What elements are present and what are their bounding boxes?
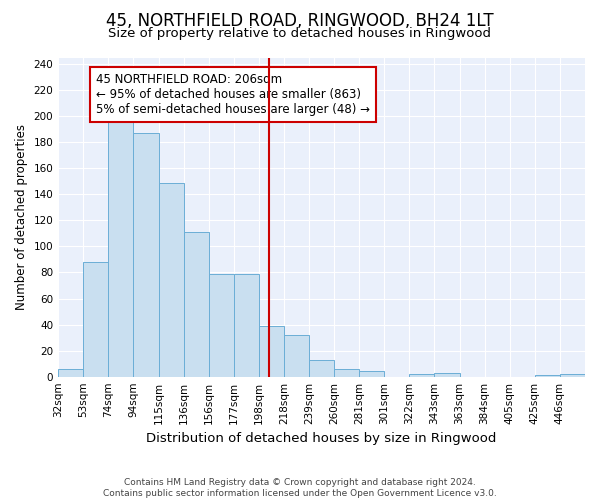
Bar	[109, 122, 133, 376]
Text: Size of property relative to detached houses in Ringwood: Size of property relative to detached ho…	[109, 28, 491, 40]
Bar	[309, 360, 334, 376]
Y-axis label: Number of detached properties: Number of detached properties	[15, 124, 28, 310]
Bar	[259, 326, 284, 376]
Bar	[434, 373, 460, 376]
Bar	[560, 374, 585, 376]
Bar	[83, 262, 109, 376]
Text: Contains HM Land Registry data © Crown copyright and database right 2024.
Contai: Contains HM Land Registry data © Crown c…	[103, 478, 497, 498]
Bar	[359, 372, 385, 376]
Bar	[184, 232, 209, 376]
Bar	[209, 274, 234, 376]
Bar	[133, 133, 158, 376]
Text: 45, NORTHFIELD ROAD, RINGWOOD, BH24 1LT: 45, NORTHFIELD ROAD, RINGWOOD, BH24 1LT	[106, 12, 494, 30]
Bar	[284, 335, 309, 376]
Bar	[334, 369, 359, 376]
Bar	[409, 374, 434, 376]
Text: 45 NORTHFIELD ROAD: 206sqm
← 95% of detached houses are smaller (863)
5% of semi: 45 NORTHFIELD ROAD: 206sqm ← 95% of deta…	[96, 73, 370, 116]
X-axis label: Distribution of detached houses by size in Ringwood: Distribution of detached houses by size …	[146, 432, 497, 445]
Bar	[234, 274, 259, 376]
Bar	[58, 369, 83, 376]
Bar	[158, 182, 184, 376]
